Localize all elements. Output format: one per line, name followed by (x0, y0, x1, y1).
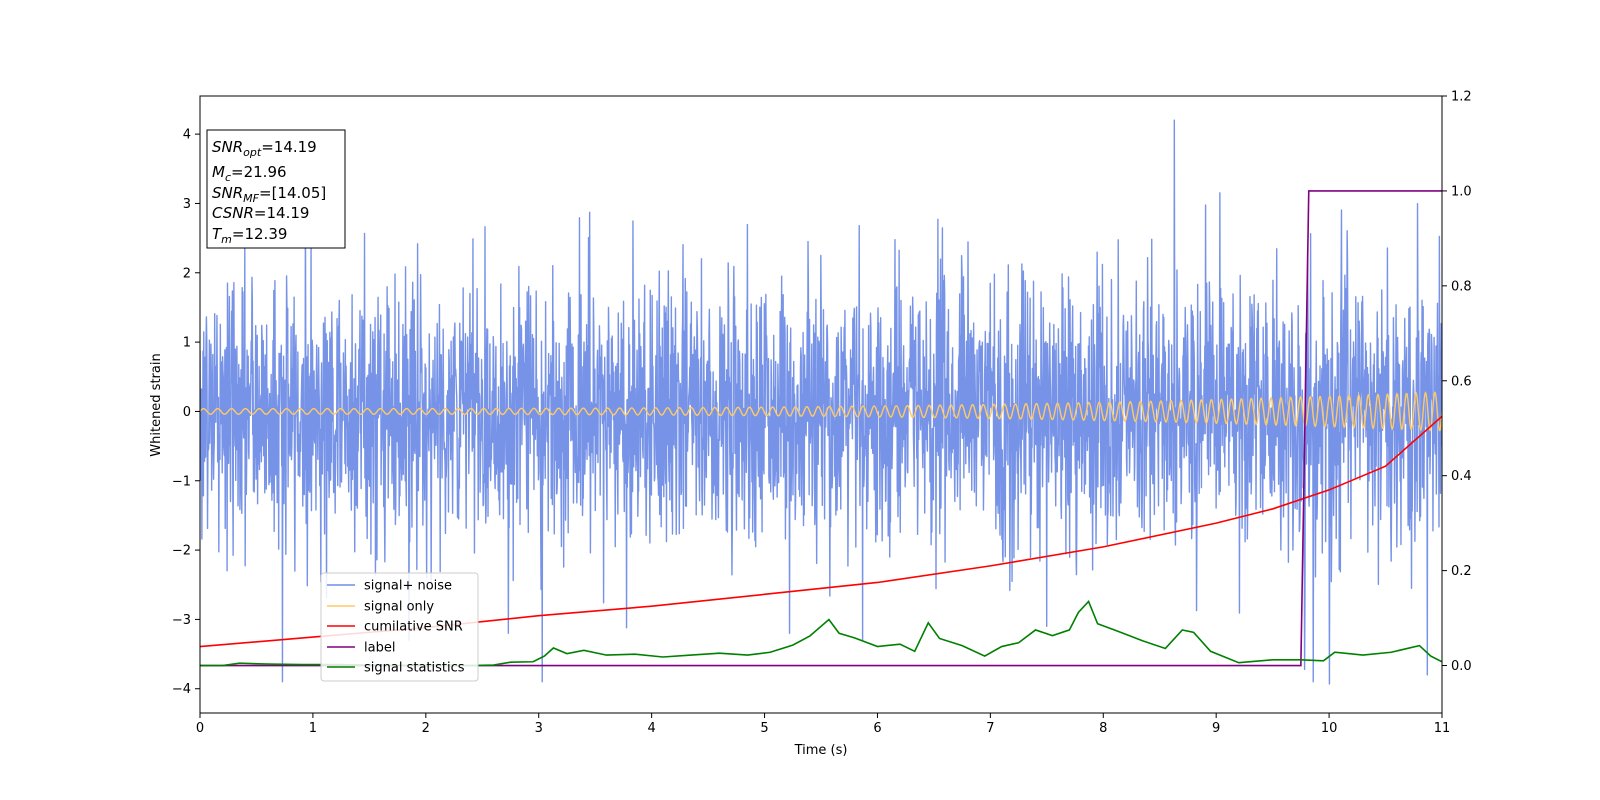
svg-text:cumilative SNR: cumilative SNR (364, 620, 463, 635)
x-tick-label: 6 (873, 721, 881, 736)
x-tick-label: 8 (1099, 721, 1107, 736)
y-right-tick-label: 0.0 (1451, 659, 1472, 674)
x-axis-ticks: 0 1 2 3 4 5 6 7 8 9 10 11 (196, 713, 1450, 736)
y-left-tick-label: −3 (172, 613, 191, 628)
y-left-tick-label: −4 (172, 682, 191, 697)
y-axis-label: Whitened strain (149, 353, 164, 456)
plot-frame (199, 95, 1443, 714)
legend-item-signal-noise: signal+ noise (327, 579, 452, 594)
series-line-signal-only (200, 391, 1442, 432)
info-csnr: CSNR=14.19 (212, 204, 309, 222)
y-left-tick-label: 0 (183, 405, 191, 420)
legend-item-signal-statistics: signal statistics (327, 661, 465, 676)
y-axis-left-ticks: −4 −3 −2 −1 0 1 2 3 4 (172, 128, 200, 697)
series-line-label (200, 190, 1442, 667)
x-tick-label: 7 (986, 721, 994, 736)
y-right-tick-label: 0.8 (1451, 279, 1472, 294)
series-line-signal-statistics (200, 600, 1442, 667)
x-tick-label: 2 (422, 721, 430, 736)
x-tick-label: 4 (647, 721, 655, 736)
legend-item-cumilative-snr: cumilative SNR (327, 620, 463, 635)
y-right-tick-label: 1.2 (1451, 90, 1472, 105)
info-tm: Tm=12.39 (212, 225, 287, 246)
y-left-tick-label: 1 (183, 336, 191, 351)
x-axis-label: Time (s) (794, 743, 848, 758)
svg-text:signal+ noise: signal+ noise (364, 579, 452, 594)
x-tick-label: 10 (1321, 721, 1338, 736)
y-left-tick-label: 2 (183, 266, 191, 281)
svg-text:signal statistics: signal statistics (364, 661, 465, 676)
svg-text:signal only: signal only (364, 600, 434, 615)
info-box: SNRopt=14.19 Mc=21.96 SNRMF=[14.05] CSNR… (206, 129, 346, 249)
y-left-tick-label: 4 (183, 128, 191, 143)
y-left-tick-label: 3 (183, 197, 191, 212)
legend-item-label: label (327, 641, 395, 656)
info-snr-mf: SNRMF=[14.05] (212, 184, 326, 205)
y-left-tick-label: −2 (172, 544, 191, 559)
x-tick-label: 3 (535, 721, 543, 736)
x-tick-label: 0 (196, 721, 204, 736)
svg-text:label: label (364, 641, 395, 656)
x-tick-label: 11 (1434, 721, 1451, 736)
y-right-tick-label: 0.2 (1451, 564, 1472, 579)
y-right-tick-label: 1.0 (1451, 184, 1472, 199)
y-left-tick-label: −1 (172, 474, 191, 489)
y-right-tick-label: 0.4 (1451, 469, 1472, 484)
legend-item-signal-only: signal only (327, 600, 434, 615)
y-right-tick-label: 0.6 (1451, 374, 1472, 389)
x-tick-label: 1 (309, 721, 317, 736)
info-snr-opt: SNRopt=14.19 (212, 138, 317, 159)
legend: signal+ noise signal only cumilative SNR… (320, 572, 479, 682)
x-tick-label: 9 (1212, 721, 1220, 736)
x-tick-label: 5 (760, 721, 768, 736)
info-mc: Mc=21.96 (212, 163, 287, 184)
series-line-signal-noise (200, 119, 1442, 685)
y-axis-right-ticks: 0.0 0.2 0.4 0.6 0.8 1.0 1.2 (1442, 90, 1472, 674)
